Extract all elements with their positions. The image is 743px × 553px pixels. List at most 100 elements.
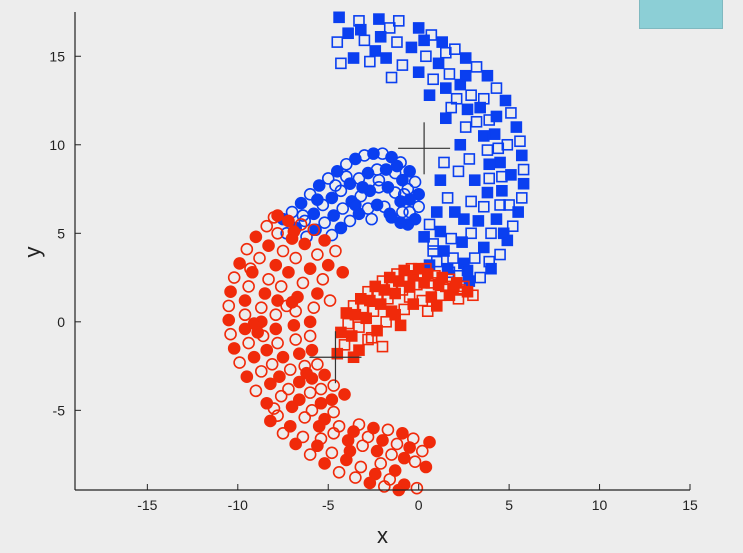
red-circle-point: [332, 465, 346, 479]
red-circle-point: [303, 329, 317, 343]
red-circle-point: [303, 386, 317, 399]
red-circle-point: [303, 448, 317, 461]
blue-square-point: [373, 13, 385, 25]
red-circle-point: [296, 430, 310, 444]
red-circle-point: [287, 319, 301, 332]
red-circle-point: [388, 464, 402, 477]
blue-square-point: [481, 144, 494, 156]
red-square-point: [436, 271, 448, 284]
blue-square-point: [392, 15, 405, 27]
blue-square-point: [481, 69, 494, 82]
blue-square-point: [452, 165, 465, 178]
blue-square-point: [436, 36, 448, 48]
blue-square-point: [490, 110, 503, 123]
red-circle-point: [274, 280, 288, 293]
red-circle-point: [419, 460, 433, 474]
red-circle-point: [260, 219, 274, 233]
red-circle-point: [354, 460, 368, 474]
blue-square-point: [510, 121, 523, 133]
red-square-point: [331, 347, 344, 360]
red-circle-point: [410, 481, 424, 495]
red-circle-point: [247, 350, 261, 364]
red-circle-point: [258, 287, 272, 300]
blue-square-point: [477, 130, 490, 142]
red-circle-point: [307, 223, 321, 237]
red-circle-point: [314, 382, 328, 396]
red-circle-point: [269, 308, 283, 322]
blue-circle-point: [340, 170, 353, 183]
blue-square-point: [461, 103, 474, 116]
red-circle-point: [376, 434, 389, 447]
blue-square-point: [468, 252, 481, 264]
x-tick-label: 0: [415, 497, 423, 513]
red-circle-point: [294, 218, 308, 231]
blue-square-point: [418, 231, 430, 243]
blue-square-point: [494, 156, 506, 169]
red-circle-point: [347, 425, 360, 438]
red-circle-point: [396, 427, 409, 440]
blue-square-point: [512, 206, 524, 218]
blue-square-point: [374, 30, 387, 43]
blue-square-point: [412, 66, 425, 78]
red-circle-point: [224, 285, 237, 299]
red-circle-point: [282, 382, 295, 396]
blue-square-point: [335, 57, 347, 70]
red-circle-point: [242, 280, 255, 293]
blue-square-point: [342, 27, 354, 40]
red-circle-point: [260, 343, 274, 357]
red-circle-point: [325, 393, 339, 407]
blue-square-point: [449, 206, 461, 218]
red-circle-point: [327, 379, 340, 392]
red-circle-point: [378, 480, 391, 493]
red-circle-point: [303, 315, 317, 329]
red-circle-point: [321, 258, 335, 272]
red-circle-point: [329, 244, 342, 258]
red-circle-point: [249, 384, 263, 398]
red-square-point: [365, 331, 378, 344]
red-circle-point: [265, 358, 279, 371]
blue-square-point: [420, 50, 432, 63]
blue-circle-point: [356, 180, 369, 194]
y-tick-label: 10: [49, 137, 65, 153]
blue-square-point: [440, 46, 452, 59]
crosshairs: [309, 122, 451, 384]
blue-square-point: [461, 264, 474, 277]
red-circle-point: [363, 476, 377, 490]
blue-square-point: [465, 227, 477, 240]
red-circle-point: [253, 251, 266, 265]
corner-tab[interactable]: [639, 0, 723, 29]
red-circle-point: [305, 343, 319, 357]
blue-square-point: [333, 11, 345, 24]
red-circle-point: [311, 439, 324, 453]
red-circle-point: [271, 226, 284, 240]
red-circle-point: [323, 294, 337, 307]
red-circle-point: [327, 405, 340, 419]
y-axis-label: y: [20, 247, 45, 258]
red-square-point: [347, 300, 360, 312]
red-square-point: [398, 264, 411, 277]
red-circle-point: [255, 365, 268, 378]
red-circle-point: [233, 257, 246, 270]
blue-square-point: [477, 241, 490, 254]
blue-square-point: [468, 174, 481, 186]
blue-circle-point: [307, 207, 321, 221]
red-circle-point: [227, 342, 241, 355]
blue-square-point: [517, 163, 530, 176]
blue-square-point: [515, 149, 528, 162]
red-circle-point: [240, 370, 254, 383]
blue-square-point: [483, 255, 496, 268]
red-circle-point: [327, 427, 340, 440]
red-circle-point: [292, 375, 306, 389]
blue-square-point: [499, 94, 512, 107]
blue-square-point: [364, 55, 376, 68]
red-circle-point: [349, 471, 362, 484]
red-circle-point: [274, 389, 288, 403]
blue-circle-point: [329, 179, 342, 192]
red-circle-point: [381, 423, 395, 437]
blue-square-point: [483, 158, 496, 171]
red-circle-point: [282, 214, 295, 228]
red-circle-point: [343, 444, 357, 458]
blue-circle-point: [396, 173, 409, 187]
red-circle-point: [318, 234, 331, 247]
